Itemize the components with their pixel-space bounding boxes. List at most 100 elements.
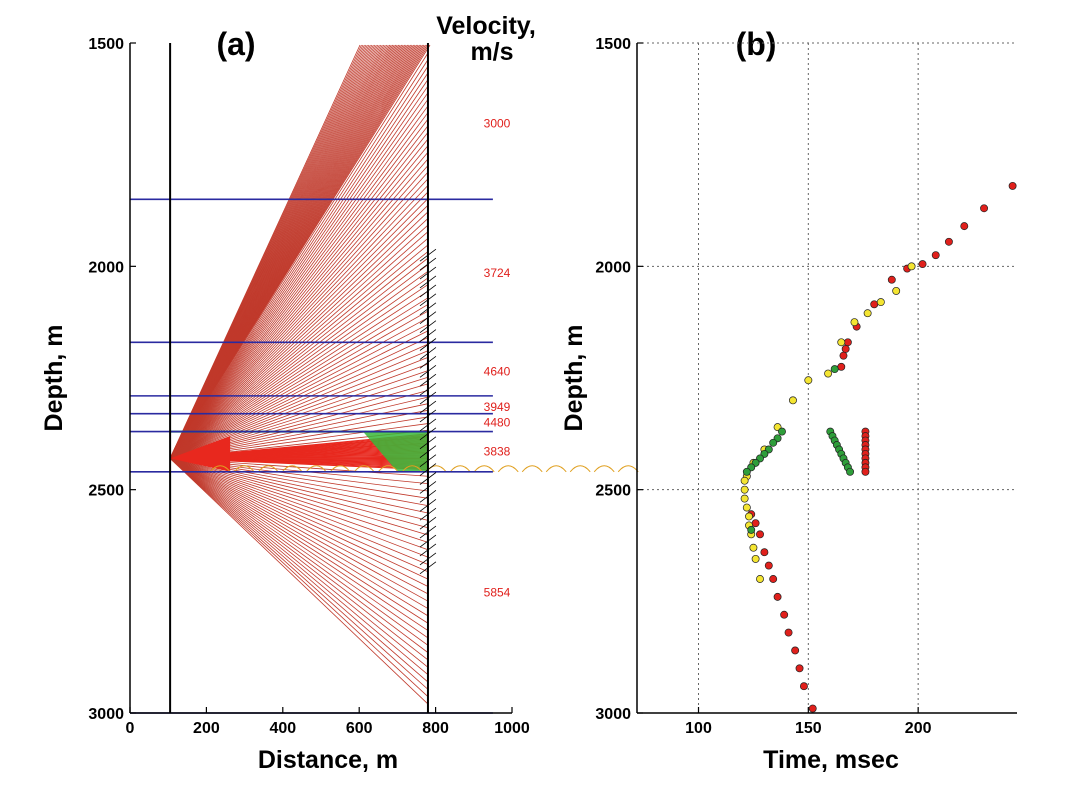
- data-point-red: [764, 561, 773, 570]
- velocity-label: 4640: [484, 364, 511, 378]
- reflection-arc: [209, 465, 231, 473]
- reflection-arc: [233, 465, 255, 473]
- ray-to-well: [169, 132, 429, 459]
- reflection-arc: [593, 465, 615, 473]
- reflection-arc: [617, 465, 639, 473]
- ray-to-well: [169, 310, 429, 459]
- ray-to-well: [169, 198, 429, 459]
- y-tick-label-a: 3000: [88, 706, 124, 723]
- ray-to-well: [169, 350, 429, 459]
- velocity-label: 3838: [484, 445, 511, 459]
- data-point-yellow: [876, 298, 885, 307]
- y-tick-label-b: 3000: [595, 706, 631, 723]
- data-point-yellow: [740, 485, 749, 494]
- panel-a-title: (a): [216, 26, 255, 62]
- y-tick-label-a: 1500: [88, 36, 124, 53]
- reflection-arc: [377, 465, 399, 473]
- ray-down: [169, 458, 429, 683]
- ray-to-well: [169, 145, 429, 459]
- data-point-green: [778, 427, 786, 436]
- ray-down: [169, 458, 429, 690]
- x-tick-label-a: 0: [126, 720, 135, 737]
- scatter-points: [740, 181, 1017, 713]
- ray-to-well: [169, 257, 429, 459]
- ray-down: [169, 458, 429, 580]
- panel-b-title: (b): [736, 26, 777, 62]
- y-axis-label-b: Depth, m: [560, 325, 588, 432]
- reflection-arc: [353, 465, 375, 473]
- ray-down: [169, 458, 429, 653]
- ray-down: [169, 458, 429, 631]
- data-point-red: [931, 251, 940, 260]
- velocity-title-line1: Velocity,: [436, 12, 536, 40]
- data-point-red: [960, 222, 969, 231]
- ray-down: [169, 458, 429, 617]
- ray-to-well: [169, 251, 429, 459]
- data-point-red: [839, 351, 848, 360]
- data-point-red: [791, 646, 800, 655]
- ray-to-well: [169, 330, 429, 459]
- x-tick-label-a: 1000: [494, 720, 530, 737]
- data-point-red: [843, 338, 852, 347]
- data-point-red: [780, 610, 789, 619]
- data-point-red: [918, 260, 927, 269]
- ray-down: [169, 458, 429, 551]
- ray-to-well: [169, 66, 429, 459]
- data-point-red: [1008, 181, 1017, 190]
- grid-b: [637, 42, 1017, 714]
- data-point-yellow: [907, 262, 916, 271]
- x-axis-label-b: Time, msec: [763, 746, 899, 774]
- ray-to-well: [169, 118, 429, 459]
- velocity-label: 4480: [484, 416, 511, 430]
- ray-to-well: [169, 105, 429, 459]
- ray-down: [169, 458, 429, 565]
- ray-down: [169, 458, 429, 698]
- ray-to-well: [169, 277, 429, 459]
- ray-to-well: [169, 271, 429, 459]
- ray-down: [169, 458, 429, 573]
- ray-to-well: [169, 343, 429, 459]
- y-tick-label-a: 2500: [88, 483, 124, 500]
- ray-down: [169, 458, 429, 661]
- x-tick-label-b: 150: [795, 720, 822, 737]
- ray-down: [169, 458, 429, 668]
- x-tick-label-a: 400: [269, 720, 296, 737]
- y-tick-label-b: 1500: [595, 36, 631, 53]
- ray-down: [169, 458, 429, 558]
- ray-to-well: [169, 317, 429, 459]
- data-point-red: [841, 345, 850, 353]
- wells: [169, 43, 429, 713]
- data-point-yellow: [749, 543, 758, 552]
- ray-down: [169, 458, 429, 595]
- ray-to-well: [169, 244, 429, 459]
- data-point-red: [944, 237, 953, 246]
- velocity-labels: 3000 3724 4640 3949 4480 3838 5854: [484, 116, 511, 599]
- ray-down: [169, 458, 429, 675]
- reflection-arc: [497, 465, 519, 473]
- data-point-yellow: [745, 512, 753, 521]
- data-point-red: [861, 467, 870, 476]
- ray-to-well: [169, 59, 429, 459]
- data-point-yellow: [863, 309, 872, 318]
- ray-to-well: [169, 165, 429, 459]
- x-tick-label-a: 600: [346, 720, 373, 737]
- ray-up: [169, 44, 431, 459]
- y-tick-label-b: 2000: [595, 259, 631, 276]
- data-point-red: [773, 592, 782, 601]
- data-point-yellow: [751, 554, 760, 563]
- data-point-red: [760, 548, 769, 557]
- ray-down: [170, 458, 429, 529]
- data-point-yellow: [740, 476, 749, 485]
- data-point-red: [756, 530, 764, 539]
- data-point-green: [747, 525, 756, 534]
- reflection-arc: [449, 465, 471, 473]
- axes-b: 100 150 200 1500 2000 2500 3000: [595, 36, 1017, 737]
- ray-to-well: [169, 284, 429, 459]
- velocity-label: 3000: [484, 116, 511, 130]
- data-point-yellow: [740, 494, 749, 503]
- ray-to-well: [169, 264, 429, 459]
- ray-to-well: [169, 211, 429, 459]
- data-point-red: [837, 362, 846, 371]
- reflection-arc: [521, 465, 543, 473]
